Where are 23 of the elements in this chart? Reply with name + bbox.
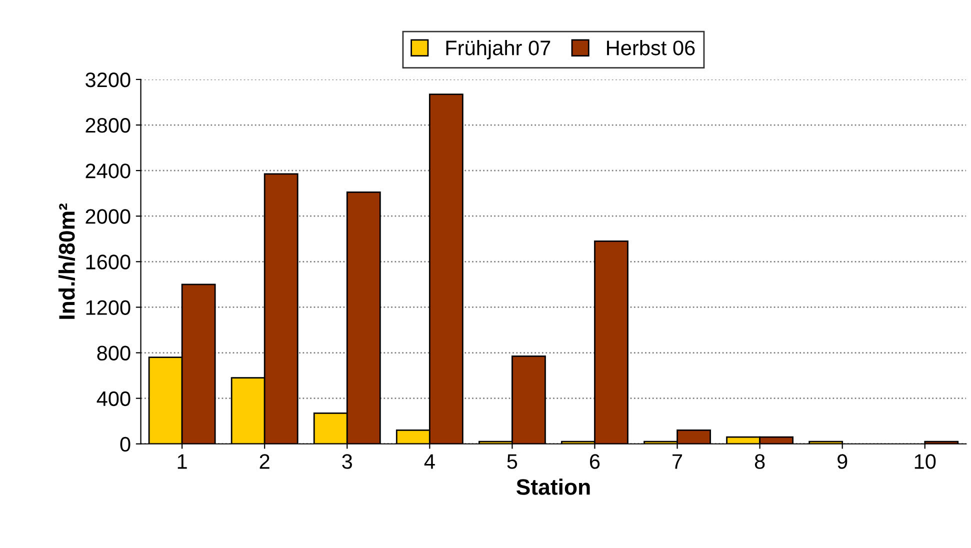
x-tick-label: 9 xyxy=(838,454,848,469)
y-tick-label: 800 xyxy=(97,346,130,361)
y-tick-label: 400 xyxy=(96,391,130,406)
x-tick-label: 4 xyxy=(424,454,435,469)
x-axis-title: Station xyxy=(516,478,590,495)
x-tick-label: 1 xyxy=(178,454,187,469)
x-tick-label: 3 xyxy=(342,454,352,469)
x-tick-label: 2 xyxy=(260,454,270,469)
x-tick-label: 8 xyxy=(754,454,765,469)
y-tick-label: 2800 xyxy=(86,118,130,133)
legend-label: Frühjahr 07 xyxy=(446,40,550,60)
y-tick-label: 1600 xyxy=(86,254,130,270)
x-tick-label: 7 xyxy=(672,454,682,469)
x-tick-label: 10 xyxy=(914,454,936,469)
y-tick-label: 2400 xyxy=(86,164,130,178)
y-axis-title: Ind./h/80m² xyxy=(58,203,76,319)
y-tick-label: 0 xyxy=(120,436,130,452)
x-tick-label: 5 xyxy=(507,454,518,469)
y-tick-label: 3200 xyxy=(86,72,130,88)
x-tick-label: 6 xyxy=(590,454,600,469)
y-tick-label: 2000 xyxy=(86,209,130,224)
y-tick-label: 1200 xyxy=(86,300,130,315)
legend-label: Herbst 06 xyxy=(607,40,695,56)
